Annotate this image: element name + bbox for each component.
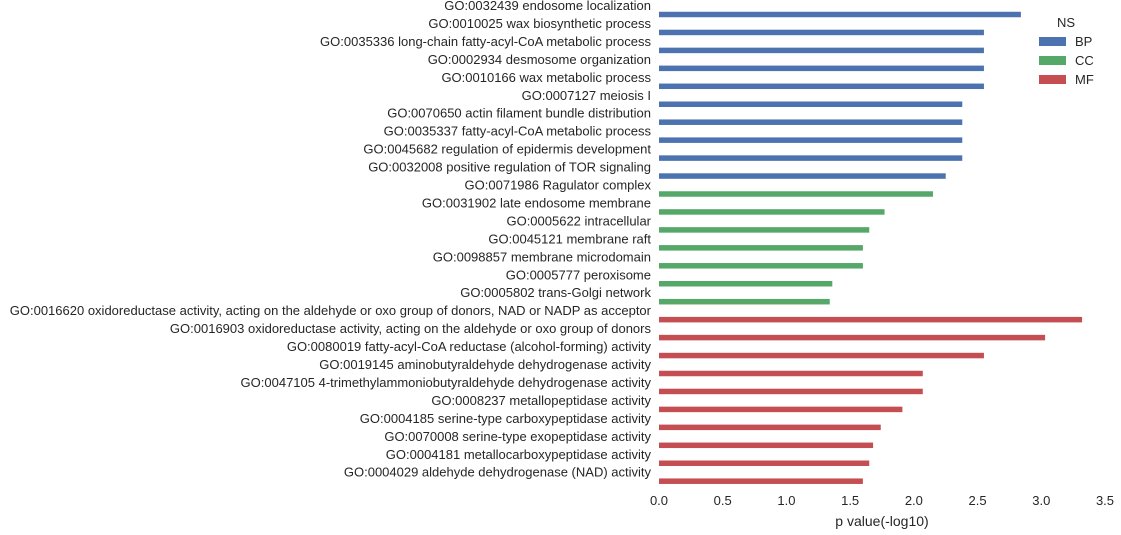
x-axis-label: p value(-log10) [835, 513, 928, 529]
bar-1 [659, 11, 1021, 18]
category-labels: GO:0032439 endosome localization GO:00100… [10, 0, 652, 480]
bar-7 [659, 119, 963, 125]
bar-13 [659, 227, 870, 233]
legend-label-cc: CC [1075, 53, 1094, 68]
x-tick-label-4: 1.5 [841, 493, 859, 508]
bars-layer [659, 11, 1083, 484]
x-tick-label-3: 1.0 [777, 493, 795, 508]
bar-15 [659, 263, 863, 269]
category-label-5: GO:0010166 wax metabolic process [441, 70, 651, 85]
category-label-11: GO:0071986 Ragulator complex [465, 178, 652, 193]
bar-14 [659, 245, 863, 251]
bar-19 [659, 334, 1046, 341]
bar-8 [659, 137, 963, 143]
bar-17 [659, 298, 830, 305]
category-label-12: GO:0031902 late endosome membrane [422, 195, 651, 210]
bar-27 [659, 478, 863, 484]
bar-23 [659, 406, 903, 413]
legend-swatch-bp [1039, 37, 1066, 46]
legend-swatch-cc [1039, 56, 1066, 65]
bar-26 [659, 460, 870, 466]
category-label-17: GO:0005802 trans-Golgi network [460, 285, 651, 300]
bar-21 [659, 370, 923, 377]
bar-3 [659, 47, 984, 54]
x-tick-label-1: 0.0 [650, 493, 668, 508]
bar-11 [659, 191, 933, 197]
bar-6 [659, 101, 963, 107]
bar-22 [659, 388, 923, 395]
legend-swatch-mf [1039, 75, 1066, 84]
x-tick-label-8: 3.5 [1096, 493, 1114, 508]
category-label-22: GO:0047105 4-trimethylammoniobutyraldehy… [241, 375, 652, 390]
category-label-19: GO:0016903 oxidoreductase activity, acti… [170, 321, 652, 336]
legend-entries: BP CC MF [1039, 34, 1094, 87]
bar-5 [659, 83, 984, 90]
category-label-2: GO:0010025 wax biosynthetic process [428, 16, 651, 31]
category-label-26: GO:0004181 metallocarboxypeptidase activ… [386, 447, 652, 462]
x-axis-ticks: 0.0 0.5 1.0 1.5 2.0 2.5 3.0 3.5 [650, 493, 1114, 508]
x-tick-label-5: 2.0 [905, 493, 923, 508]
category-label-24: GO:0004185 serine-type carboxypeptidase … [360, 411, 652, 426]
bar-12 [659, 209, 885, 215]
bar-4 [659, 65, 984, 72]
category-label-16: GO:0005777 peroxisome [506, 267, 651, 282]
bar-10 [659, 173, 946, 179]
category-label-7: GO:0070650 actin filament bundle distrib… [387, 106, 651, 121]
category-label-6: GO:0007127 meiosis I [522, 88, 651, 103]
bar-16 [659, 281, 833, 287]
x-tick-label-2: 0.5 [714, 493, 732, 508]
category-label-15: GO:0098857 membrane microdomain [433, 249, 651, 264]
category-label-21: GO:0019145 aminobutyraldehyde dehydrogen… [319, 357, 651, 372]
legend-label-mf: MF [1075, 72, 1094, 87]
bar-2 [659, 29, 984, 36]
category-label-20: GO:0080019 fatty-acyl-CoA reductase (alc… [287, 339, 652, 354]
category-label-25: GO:0070008 serine-type exopeptidase acti… [384, 429, 651, 444]
x-tick-label-6: 2.5 [969, 493, 987, 508]
category-label-27: GO:0004029 aldehyde dehydrogenase (NAD) … [344, 465, 652, 480]
legend-label-bp: BP [1075, 34, 1092, 49]
legend-title: NS [1057, 15, 1075, 30]
category-label-3: GO:0035336 long-chain fatty-acyl-CoA met… [320, 34, 651, 49]
category-label-8: GO:0035337 fatty-acyl-CoA metabolic proc… [384, 124, 652, 139]
category-label-14: GO:0045121 membrane raft [488, 231, 651, 246]
category-label-13: GO:0005622 intracellular [506, 213, 651, 228]
bar-20 [659, 352, 984, 359]
category-label-9: GO:0045682 regulation of epidermis devel… [363, 142, 651, 157]
x-tick-label-7: 3.0 [1032, 493, 1050, 508]
category-label-23: GO:0008237 metallopeptidase activity [431, 393, 651, 408]
category-label-18: GO:0016620 oxidoreductase activity, acti… [10, 303, 652, 318]
category-label-10: GO:0032008 positive regulation of TOR si… [368, 160, 651, 175]
bar-25 [659, 442, 874, 449]
category-label-1: GO:0032439 endosome localization [444, 0, 651, 13]
category-label-4: GO:0002934 desmosome organization [428, 52, 651, 67]
bar-9 [659, 155, 963, 161]
legend: NS BP CC MF [1039, 15, 1094, 87]
bar-18 [659, 316, 1083, 323]
bar-24 [659, 424, 881, 431]
